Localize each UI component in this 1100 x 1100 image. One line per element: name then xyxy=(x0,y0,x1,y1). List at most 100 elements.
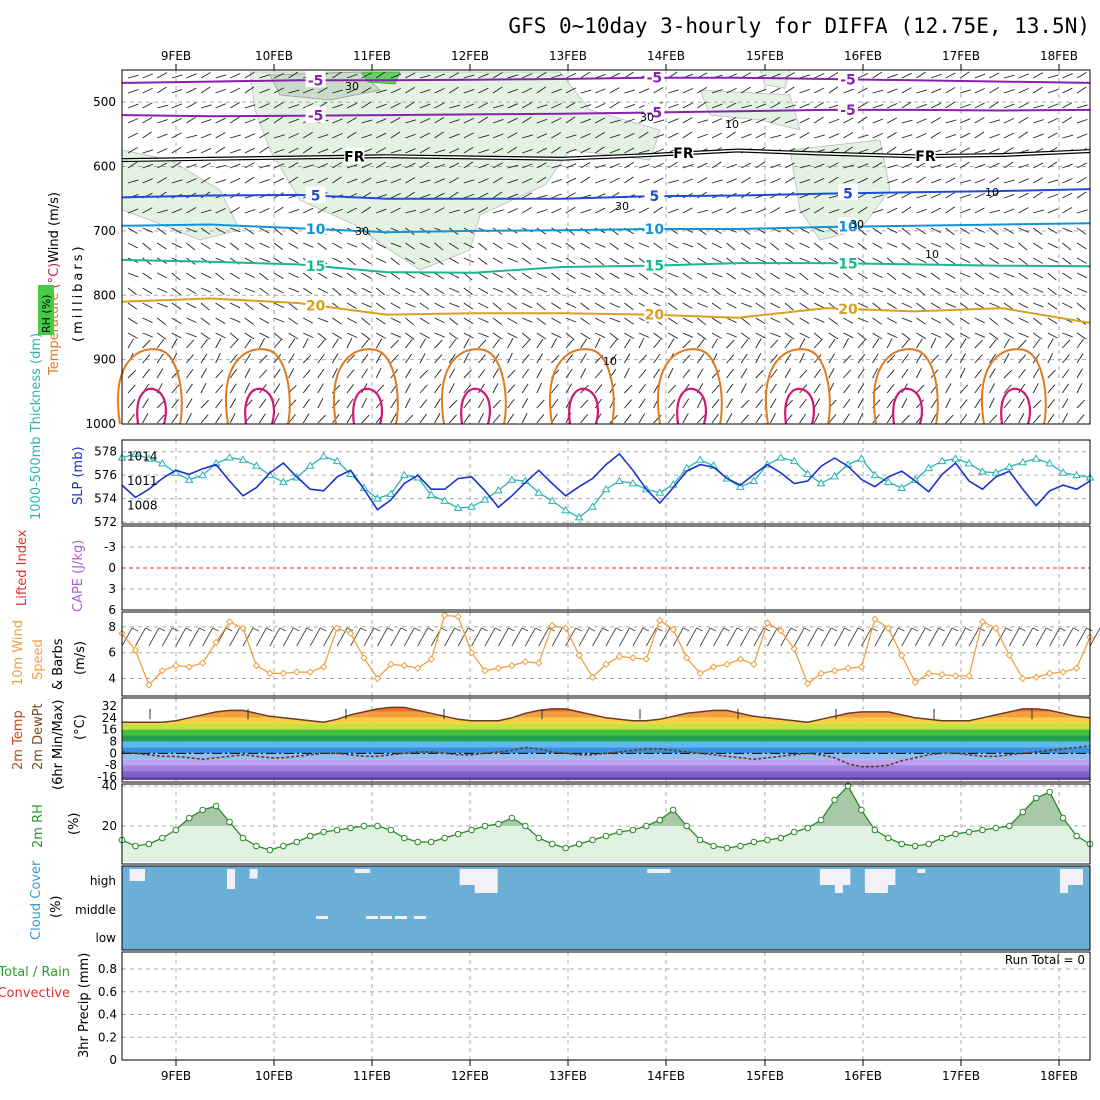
date-label-bottom: 10FEB xyxy=(255,1069,293,1083)
wind-barb xyxy=(872,242,883,249)
wind-barb xyxy=(463,332,474,339)
rh-point xyxy=(629,826,637,834)
temp-band xyxy=(122,735,1090,742)
wind-barb xyxy=(594,287,605,295)
wind-barb xyxy=(945,397,951,409)
wind-barb xyxy=(887,73,898,79)
wind10m-barb xyxy=(847,627,859,647)
wind-barb xyxy=(434,207,445,214)
wind-barb xyxy=(419,147,430,154)
wind-barb xyxy=(171,179,183,184)
cloud-high-bar xyxy=(887,869,896,885)
rh-contour-label: 30 xyxy=(615,200,629,213)
wind-barb xyxy=(448,86,459,94)
temp-color-bands xyxy=(122,707,1090,780)
wind10m-barb xyxy=(740,627,751,647)
wind-barb xyxy=(784,242,795,250)
isotherm-label: 15 xyxy=(645,259,664,275)
wind-barb xyxy=(989,86,1000,94)
wind-barb xyxy=(361,353,369,364)
wind-speed-point xyxy=(884,624,893,632)
wind-barb xyxy=(1003,399,1012,409)
wind-speed-point xyxy=(481,667,489,675)
wind-barb xyxy=(551,132,562,139)
pressure-tick-label: 1000 xyxy=(85,417,116,431)
wind-barb xyxy=(419,302,430,310)
date-label-bottom: 9FEB xyxy=(161,1069,191,1083)
wind-barb xyxy=(361,397,367,409)
date-label-top: 16FEB xyxy=(844,49,882,63)
wind-barb xyxy=(580,133,591,139)
wind-barb xyxy=(799,257,810,263)
wind-barb xyxy=(726,163,738,169)
wind-barb xyxy=(813,287,825,294)
isotherm-label-bg xyxy=(673,144,694,161)
wind10m-barb-flag xyxy=(911,627,918,632)
wind-barb xyxy=(521,412,528,424)
wind-barb xyxy=(171,287,181,295)
wind-barb xyxy=(142,163,154,169)
wind-barb xyxy=(960,272,971,278)
slp-ylabel-group: SLP (mb) xyxy=(71,446,86,505)
wind-barb xyxy=(857,177,869,184)
wind10m-barb-flag xyxy=(252,627,260,632)
wind-barb xyxy=(784,338,792,349)
wind-barb xyxy=(755,302,766,310)
wind10m-barb-flag xyxy=(1032,627,1039,632)
precip-ylabel-group: 3hr Precip (mm) xyxy=(77,953,92,1058)
wind-barb xyxy=(507,74,519,79)
wind-barb xyxy=(784,332,795,340)
wind-barb xyxy=(244,118,256,124)
cloud-level-label: middle xyxy=(75,903,116,917)
wind-barb xyxy=(448,162,460,169)
wind-speed-point xyxy=(588,673,597,681)
wind-barb xyxy=(376,132,387,139)
rh-point xyxy=(280,842,287,850)
wind10m-barb-flag xyxy=(965,627,972,632)
wind-barb xyxy=(916,287,926,296)
wind-barb xyxy=(156,272,168,279)
wind-barb xyxy=(901,72,912,79)
wind-barb xyxy=(302,384,311,394)
wind-barb xyxy=(843,398,851,409)
wind-barb xyxy=(244,133,256,139)
wind-barb xyxy=(551,398,559,409)
wind-barb xyxy=(536,162,547,169)
wind-barb xyxy=(478,207,489,214)
wind-speed-point xyxy=(992,624,1000,632)
wind10m-barb-flag xyxy=(1072,627,1080,632)
date-label-bottom: 12FEB xyxy=(451,1069,489,1083)
thickness-point xyxy=(776,453,786,461)
wind-barb xyxy=(828,353,836,364)
cloud-level-label: low xyxy=(96,931,117,945)
thickness-point xyxy=(534,488,544,496)
cloud-high-bar xyxy=(647,869,656,873)
wind-barb xyxy=(200,399,209,409)
isotherm-25 xyxy=(657,348,723,425)
wind-barb xyxy=(682,88,694,94)
wind-barb xyxy=(332,272,343,278)
wind-barb xyxy=(682,287,693,295)
wind-barb xyxy=(1003,317,1014,325)
wind-barb xyxy=(843,117,854,124)
wind10m-barb-flag xyxy=(804,627,811,632)
thickness-point xyxy=(467,502,476,510)
rh-point xyxy=(804,824,811,832)
wind-barb xyxy=(799,398,807,409)
wind-barb xyxy=(405,191,415,199)
wind10m-barb-flag xyxy=(817,627,824,632)
rh-point xyxy=(199,806,206,814)
wind-barb xyxy=(390,207,401,214)
wind-barb xyxy=(288,208,300,214)
wind-speed-point xyxy=(750,660,758,669)
wind-barb xyxy=(843,369,852,379)
cloud-high-bar xyxy=(129,869,138,881)
rh-point xyxy=(764,836,771,844)
wind-barb xyxy=(507,272,517,281)
wind-barb xyxy=(346,131,357,139)
wind-barb xyxy=(857,227,867,236)
wind-barb xyxy=(200,302,210,311)
wind-speed-point xyxy=(1045,669,1054,678)
wind-barb xyxy=(726,207,737,214)
wind-barb xyxy=(478,339,487,349)
